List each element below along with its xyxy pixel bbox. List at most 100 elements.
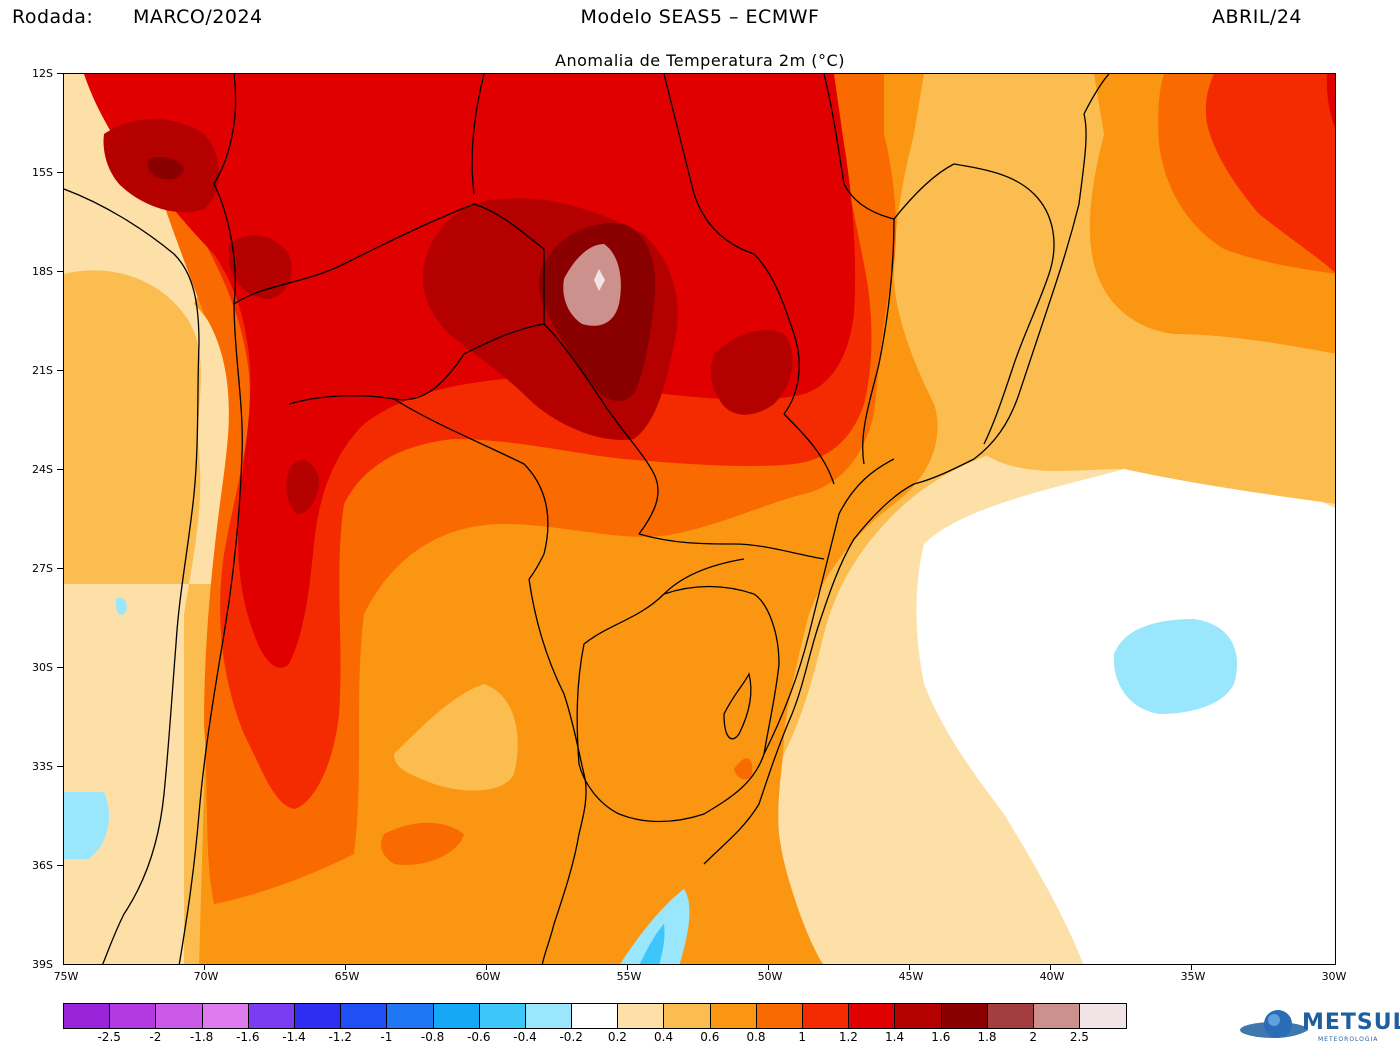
color-scale-label: -0.8 xyxy=(420,1030,445,1044)
lon-label-40w: 40W xyxy=(1039,970,1065,983)
anomaly-zone-1.2-ne xyxy=(1326,74,1335,129)
lat-tick xyxy=(57,865,63,866)
lon-tick xyxy=(768,965,769,970)
color-scale-label: 0.2 xyxy=(607,1030,627,1044)
model-title: Modelo SEAS5 – ECMWF xyxy=(580,6,820,28)
anomaly-zone-1.0-ne xyxy=(1205,74,1335,273)
color-scale-cell xyxy=(664,1004,711,1028)
color-scale-cell xyxy=(618,1004,665,1028)
color-scale-label: 2 xyxy=(1029,1030,1038,1044)
lat-tick xyxy=(57,370,63,371)
forecast-month: ABRIL/24 xyxy=(1212,6,1303,28)
color-scale-label: 2.5 xyxy=(1069,1030,1089,1044)
color-scale-label: 0.8 xyxy=(746,1030,766,1044)
color-scale-label: 1.4 xyxy=(885,1030,905,1044)
lon-label-65w: 65W xyxy=(334,970,360,983)
lat-label-18s: 18S xyxy=(32,265,53,278)
lat-tick xyxy=(57,271,63,272)
anomaly-zone-neutral-east xyxy=(916,465,1335,964)
logo-subtitle: METEOROLOGIA xyxy=(1318,1036,1379,1043)
lat-label-21s: 21S xyxy=(32,364,53,377)
color-scale-cell xyxy=(433,1004,480,1028)
lat-label-39s: 39S xyxy=(32,958,53,971)
anomaly-zone-1.4-mid xyxy=(229,235,292,299)
lon-tick xyxy=(627,965,628,970)
anomaly-zone-neg-0.2-west xyxy=(64,792,109,859)
lat-label-36s: 36S xyxy=(32,859,53,872)
color-scale-label: -2.5 xyxy=(97,1030,121,1044)
lat-tick xyxy=(57,172,63,173)
color-scale-cell xyxy=(1080,1004,1127,1028)
lon-tick xyxy=(345,965,346,970)
color-scale-cell xyxy=(895,1004,942,1028)
color-scale-label: 0.4 xyxy=(654,1030,674,1044)
color-scale-cell xyxy=(110,1004,157,1028)
lon-label-70w: 70W xyxy=(193,970,219,983)
lon-label-45w: 45W xyxy=(898,970,924,983)
lat-label-27s: 27S xyxy=(32,562,53,575)
lat-label-24s: 24S xyxy=(32,463,53,476)
color-scale-cell xyxy=(756,1004,803,1028)
anomaly-zone-1.4-andes xyxy=(286,460,319,514)
color-scale-cell xyxy=(341,1004,388,1028)
color-scale-cell xyxy=(202,1004,249,1028)
map-subtitle: Anomalia de Temperatura 2m (°C) xyxy=(555,51,845,70)
color-scale-label: -1 xyxy=(380,1030,393,1044)
color-scale-label: 1.2 xyxy=(838,1030,858,1044)
anomaly-zone-1.2 xyxy=(84,74,856,668)
anomaly-zone-1.4-east xyxy=(710,330,793,415)
metsul-logo-icon xyxy=(1240,1010,1311,1040)
color-scale-label: -0.6 xyxy=(467,1030,491,1044)
country-borders xyxy=(64,74,1110,964)
lat-tick xyxy=(57,469,63,470)
anomaly-zone-0.8-south xyxy=(381,822,464,865)
color-scale-cell xyxy=(387,1004,434,1028)
lat-tick xyxy=(57,568,63,569)
lon-tick xyxy=(204,965,205,970)
lon-label-30w: 30W xyxy=(1321,970,1347,983)
color-scale-label: -1.2 xyxy=(328,1030,352,1044)
logo-wordmark: METSUL xyxy=(1302,1010,1400,1035)
lat-label-33s: 33S xyxy=(32,760,53,773)
lat-label-12s: 12S xyxy=(32,67,53,80)
anomaly-zone-2.5 xyxy=(594,269,605,291)
lon-label-50w: 50W xyxy=(757,970,783,983)
color-scale-cell xyxy=(710,1004,757,1028)
anomaly-zone-0.8-se xyxy=(734,758,753,780)
lon-tick xyxy=(486,965,487,970)
lon-label-60w: 60W xyxy=(475,970,501,983)
lon-label-55w: 55W xyxy=(616,970,642,983)
lon-label-35w: 35W xyxy=(1180,970,1206,983)
color-scale-cell xyxy=(849,1004,896,1028)
color-scale-cell xyxy=(479,1004,526,1028)
color-scale-bar xyxy=(63,1003,1128,1029)
color-scale-cell xyxy=(156,1004,203,1028)
color-scale-cell xyxy=(941,1004,988,1028)
anomaly-zone-neg-0.2-south xyxy=(620,889,690,964)
color-scale-label: 0.6 xyxy=(700,1030,720,1044)
color-scale-cell xyxy=(294,1004,342,1028)
lon-label-75w: 75W xyxy=(53,970,79,983)
anomaly-map xyxy=(63,73,1336,965)
color-scale-label: -1.6 xyxy=(236,1030,260,1044)
color-scale-cell xyxy=(572,1004,619,1028)
run-label: Rodada: xyxy=(12,6,94,28)
run-value: MARCO/2024 xyxy=(133,6,263,28)
color-scale-cell xyxy=(987,1004,1034,1028)
color-scale-cell xyxy=(64,1004,111,1028)
anomaly-zone-neg-0.2-chile xyxy=(115,597,127,615)
lon-tick xyxy=(1050,965,1051,970)
color-scale-label: -0.4 xyxy=(513,1030,537,1044)
lon-tick xyxy=(909,965,910,970)
color-scale-label: -1.4 xyxy=(282,1030,306,1044)
anomaly-zone-2.0 xyxy=(563,244,621,326)
color-scale-label: -2 xyxy=(149,1030,162,1044)
color-scale-label: 1 xyxy=(798,1030,807,1044)
lat-tick xyxy=(57,667,63,668)
anomaly-zone-neg-0.2-east xyxy=(1113,619,1238,714)
color-scale-label: -1.8 xyxy=(189,1030,214,1044)
color-scale-cell xyxy=(525,1004,573,1028)
color-scale-cell xyxy=(248,1004,295,1028)
lon-tick xyxy=(1191,965,1192,970)
color-scale-label: 1.8 xyxy=(977,1030,997,1044)
